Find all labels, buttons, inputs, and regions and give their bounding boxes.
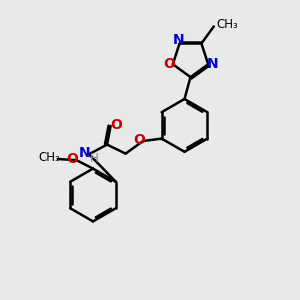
Text: N: N — [207, 57, 218, 71]
Text: O: O — [133, 133, 145, 147]
Text: O: O — [110, 118, 122, 132]
Text: O: O — [163, 57, 175, 71]
Text: CH₃: CH₃ — [217, 18, 239, 31]
Text: N: N — [172, 34, 184, 47]
Text: H: H — [90, 152, 99, 165]
Text: O: O — [66, 152, 78, 166]
Text: CH₃: CH₃ — [39, 151, 60, 164]
Text: N: N — [79, 146, 91, 160]
